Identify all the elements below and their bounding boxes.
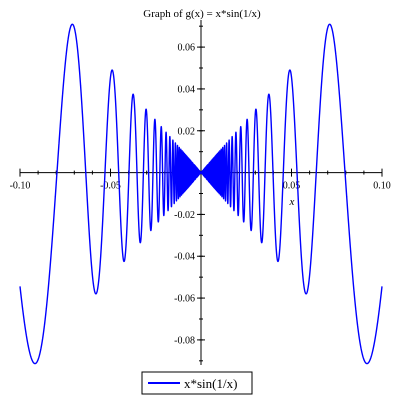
- y-tick-label: -0.02: [174, 210, 195, 221]
- y-tick-label: -0.06: [174, 294, 195, 305]
- axes: [20, 20, 382, 365]
- x-tick-label: -0.05: [100, 181, 121, 192]
- legend: x*sin(1/x): [141, 371, 253, 395]
- x-tick-label: -0.10: [10, 181, 31, 192]
- y-tick-label: 0.04: [178, 84, 196, 95]
- legend-box: [141, 371, 253, 395]
- y-tick-label: 0.02: [178, 126, 196, 137]
- chart-title: Graph of g(x) = x*sin(1/x): [143, 8, 261, 20]
- x-axis-label: x: [289, 196, 295, 208]
- x-tick-label: 0.10: [373, 181, 391, 192]
- x-tick-label: 0.05: [283, 181, 301, 192]
- y-tick-label: -0.08: [174, 335, 195, 346]
- legend-label: x*sin(1/x): [184, 376, 237, 391]
- y-tick-label: 0.06: [178, 43, 196, 54]
- y-tick-label: -0.04: [174, 252, 195, 263]
- series-line: [19, 23, 383, 365]
- y-ticks: 0.06 0.04 0.02 -0.02 -0.04 -0.06 -0.08: [174, 25, 205, 362]
